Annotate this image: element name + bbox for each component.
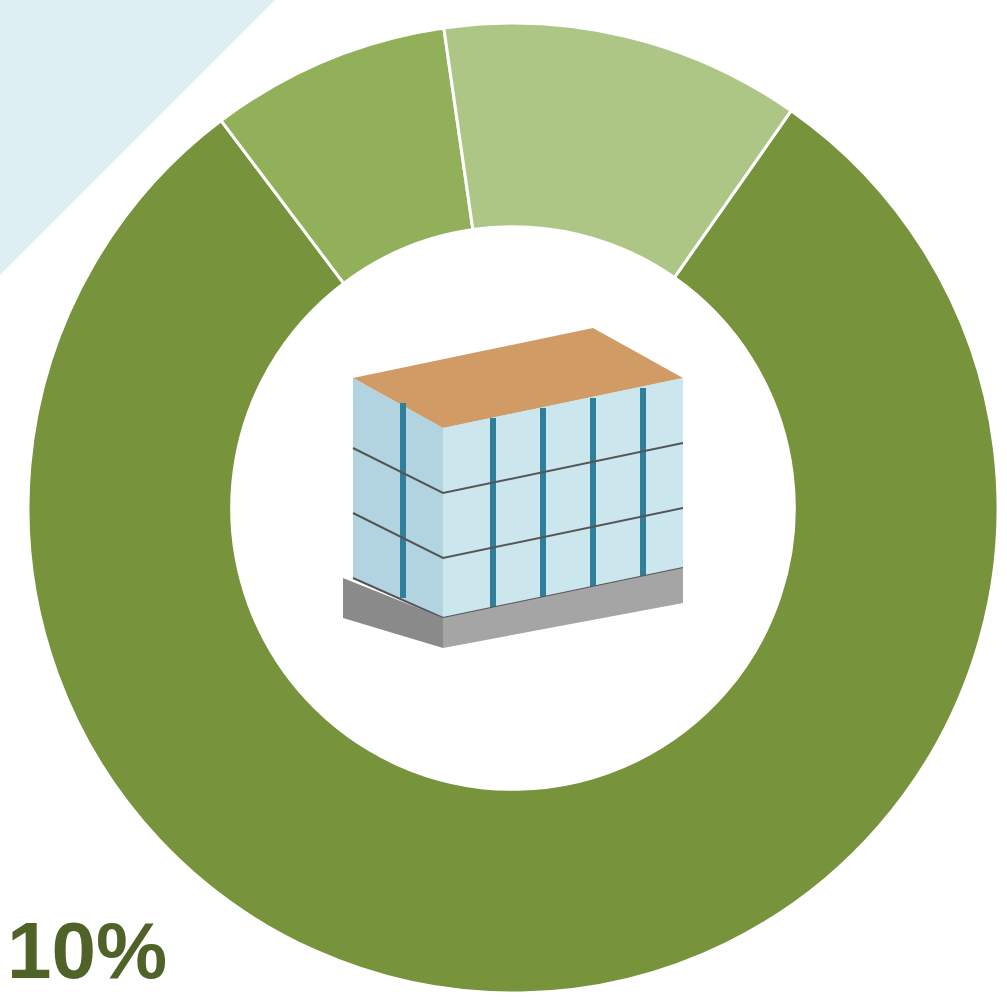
svg-text:10%: 10% — [7, 906, 167, 995]
